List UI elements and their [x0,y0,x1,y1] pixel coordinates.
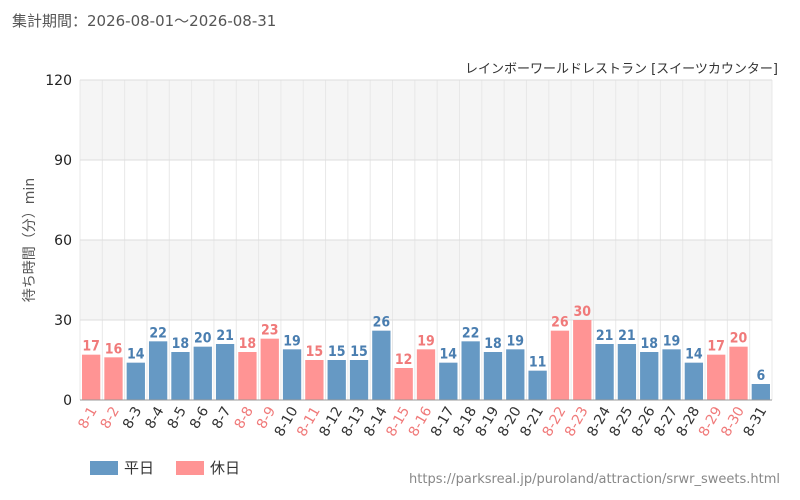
bar [439,362,458,400]
bar-value-label: 14 [685,347,703,363]
bar-value-label: 21 [596,328,614,344]
x-tick-label: 8-6 [187,404,212,432]
bar-value-label: 14 [127,347,145,363]
legend-label-weekday: 平日 [124,459,155,477]
bar [215,344,235,400]
plot-band [80,160,772,240]
bar-value-label: 18 [640,336,658,352]
bar-value-label: 16 [105,341,123,357]
bar-value-label: 19 [283,333,301,349]
y-tick-label: 30 [54,313,72,329]
bar-value-label: 15 [328,344,346,360]
bar-value-label: 19 [663,333,681,349]
plot-band [80,80,772,160]
x-tick-label: 8-31 [741,404,771,440]
bar-value-label: 17 [707,339,725,355]
legend-item-weekday: 平日 [90,457,154,478]
bar [729,346,748,400]
bar [305,360,324,400]
legend-item-holiday: 休日 [176,457,240,478]
bar-value-label: 19 [507,333,525,349]
bar [126,362,145,400]
bar-value-label: 21 [216,328,234,344]
bar [640,352,659,400]
bar [573,320,592,400]
bar [104,357,123,400]
bar-value-label: 23 [261,323,279,339]
x-tick-label: 8-3 [120,404,145,432]
period-label: 集計期間：2026-08-01～2026-08-31 [12,12,277,30]
bar [461,341,480,400]
bar [595,344,614,400]
y-tick-label: 60 [54,233,72,249]
bar [684,362,704,400]
bar [148,341,168,400]
bar [528,370,547,400]
bar-value-label: 18 [239,336,257,352]
bar [751,384,770,400]
bar-value-label: 26 [373,315,391,331]
y-tick-label: 90 [54,153,72,169]
source-url: https://parksreal.jp/puroland/attraction… [409,472,780,487]
bar-value-label: 15 [350,344,368,360]
legend-label-holiday: 休日 [210,459,241,477]
bar-value-label: 15 [306,344,324,360]
bar [372,330,391,400]
bar [506,349,525,400]
bar-value-label: 22 [462,325,480,341]
bar [483,352,503,400]
bar-value-label: 17 [82,339,100,355]
bar [193,346,212,400]
bar [416,349,436,400]
x-tick-label: 8-8 [232,404,257,432]
bar-value-label: 12 [395,352,413,368]
bar-value-label: 30 [573,304,591,320]
bar-value-label: 22 [149,325,167,341]
bar [617,344,637,400]
legend-swatch-weekday [90,460,118,475]
bar [171,352,190,400]
bar-value-label: 18 [172,336,190,352]
bar-value-label: 11 [529,355,547,371]
bar [394,368,413,400]
x-tick-label: 8-7 [209,404,234,432]
legend-swatch-holiday [176,460,205,475]
bar-value-label: 19 [417,333,435,349]
bar-value-label: 26 [551,315,569,331]
plot-band [80,240,772,320]
bar [238,352,257,400]
bar-value-label: 20 [730,331,748,347]
bar [327,360,346,400]
y-tick-label: 0 [63,393,72,409]
x-tick-label: 8-1 [75,404,100,432]
legend: 平日 休日 [90,457,240,478]
bar [550,330,570,400]
y-tick-label: 120 [45,73,72,89]
bar-value-label: 20 [194,331,212,347]
bar [282,349,302,400]
bar-value-label: 21 [618,328,636,344]
x-tick-label: 8-2 [98,404,123,432]
chart-source-title: レインボーワールドレストラン [スイーツカウンター] [464,62,778,77]
bar [260,338,279,400]
bar [707,354,726,400]
bar [82,354,101,400]
bar-value-label: 14 [440,347,458,363]
bar-value-label: 18 [484,336,502,352]
bar [662,349,681,400]
x-tick-label: 8-4 [142,404,167,432]
bar [349,360,369,400]
bar-value-label: 6 [756,368,765,384]
x-tick-label: 8-5 [165,404,190,432]
y-axis-label: 待ち時間（分）min [22,178,38,302]
